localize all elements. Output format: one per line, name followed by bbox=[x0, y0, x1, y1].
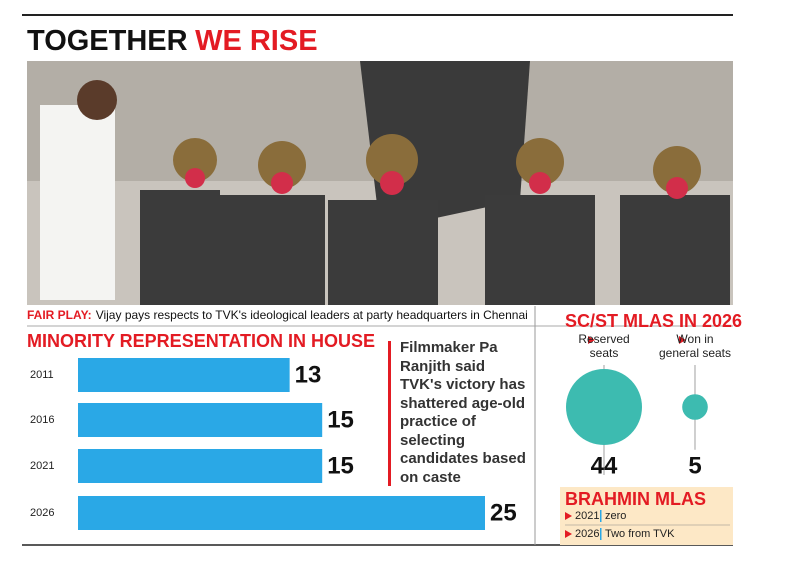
quote: Filmmaker Pa Ranjith said TVK's victory … bbox=[400, 339, 526, 486]
bar bbox=[78, 449, 323, 483]
row-year: 2026 bbox=[575, 528, 599, 540]
bubble bbox=[682, 394, 708, 420]
row-marker bbox=[565, 530, 572, 538]
bar bbox=[78, 403, 323, 437]
headline-part: TOGETHER bbox=[27, 25, 188, 57]
label-marker bbox=[679, 336, 686, 344]
headline-part: WE RISE bbox=[195, 25, 317, 57]
row-year: 2021 bbox=[575, 510, 599, 522]
value-label: 13 bbox=[295, 361, 322, 388]
category-label: 2011 bbox=[30, 369, 54, 381]
category-label: 2026 bbox=[30, 507, 54, 519]
category-label: Reserved seats bbox=[578, 332, 629, 360]
quote-rule bbox=[388, 341, 391, 486]
value-label: 5 bbox=[688, 452, 701, 479]
value-label: 15 bbox=[327, 452, 354, 479]
chart-title: SC/ST MLAS IN 2026 bbox=[565, 311, 742, 331]
bar bbox=[78, 358, 290, 392]
category-label: Won in general seats bbox=[659, 332, 731, 360]
row-marker bbox=[565, 512, 572, 520]
category-label: 2021 bbox=[30, 460, 54, 472]
row-value: zero bbox=[605, 510, 626, 522]
value-label: 25 bbox=[490, 499, 517, 526]
category-label: 2016 bbox=[30, 414, 54, 426]
value-label: 15 bbox=[327, 406, 354, 433]
box-title: BRAHMIN MLAS bbox=[565, 489, 706, 509]
row-value: Two from TVK bbox=[605, 528, 675, 540]
label-marker bbox=[588, 336, 595, 344]
bar bbox=[78, 496, 485, 530]
brahmin-box bbox=[560, 487, 733, 545]
bubble bbox=[566, 369, 642, 445]
caption-label: FAIR PLAY: bbox=[27, 308, 92, 322]
chart-title: MINORITY REPRESENTATION IN HOUSE bbox=[27, 331, 375, 351]
photo bbox=[27, 61, 733, 305]
photo-caption: FAIR PLAY: Vijay pays respects to TVK's i… bbox=[27, 308, 528, 322]
row-separator bbox=[600, 528, 602, 540]
caption-text: Vijay pays respects to TVK's ideological… bbox=[96, 308, 528, 322]
headline: TOGETHER WE RISE bbox=[27, 25, 318, 57]
row-separator bbox=[600, 510, 602, 522]
value-label: 44 bbox=[591, 452, 618, 479]
